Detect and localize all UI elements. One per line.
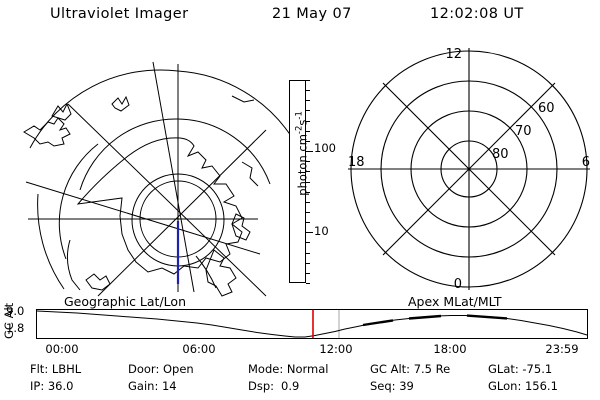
colorbar-axis-title-exp2: -1 <box>294 111 305 120</box>
status-flight-mode-label: Flt: <box>30 362 49 376</box>
status-door-value: Open <box>162 362 194 376</box>
apex-mlt-label-0: 0 <box>454 277 462 292</box>
colorbar-axis-title-mid: s <box>295 119 310 126</box>
strip-x-tick-0600: 06:00 <box>182 342 216 356</box>
strip-x-tick-2359: 23:59 <box>545 342 579 356</box>
status-glon-label: GLon: <box>488 379 522 393</box>
status-gc-alt: GC Alt: 7.5 Re <box>370 362 450 376</box>
strip-y-tick-high: 9.0 <box>6 304 25 318</box>
colorbar-axis-title: photon cm-2s-1 <box>295 83 310 223</box>
status-flight-mode-value: LBHL <box>51 362 82 376</box>
colorbar-axis-title-main: photon cm <box>295 134 310 196</box>
status-door-label: Door: <box>128 362 160 376</box>
geographic-panel-caption: Geographic Lat/Lon <box>64 294 186 309</box>
strip-x-tick-0000: 00:00 <box>45 342 79 356</box>
strip-x-axis-ticks: 00:00 06:00 12:00 18:00 23:59 <box>0 342 600 358</box>
observation-date: 21 May 07 <box>272 6 352 22</box>
status-flight-mode: Flt: LBHL <box>30 362 81 376</box>
status-gc-alt-value: 7.5 Re <box>413 362 451 376</box>
strip-x-tick-1200: 12:00 <box>319 342 353 356</box>
status-seq: Seq: 39 <box>370 379 414 393</box>
status-mode-label: Mode: <box>248 362 284 376</box>
status-ip: IP: 36.0 <box>30 379 73 393</box>
strip-x-tick-1800: 18:00 <box>433 342 467 356</box>
colorbar-ticks <box>306 80 314 284</box>
apex-dial: 12 18 6 0 60 70 80 <box>348 47 590 292</box>
status-glat: GLat: -75.1 <box>488 362 552 376</box>
apex-panel-caption: Apex MLat/MLT <box>408 294 502 309</box>
strip-y-tick-low: 1.8 <box>6 321 25 335</box>
status-mode-value: Normal <box>286 362 329 376</box>
status-ip-value: 36.0 <box>47 379 74 393</box>
status-dsp: Dsp: 0.9 <box>248 379 299 393</box>
status-seq-value: 39 <box>399 379 414 393</box>
status-gc-alt-label: GC Alt: <box>370 362 411 376</box>
status-panel: Flt: LBHL Door: Open Mode: Normal GC Alt… <box>0 362 600 398</box>
apex-mlat-label-60: 60 <box>538 101 555 116</box>
colorbar-tick-label-10: 10 <box>314 224 329 238</box>
status-mode: Mode: Normal <box>248 362 328 376</box>
status-glat-value: -75.1 <box>522 362 553 376</box>
geographic-projection <box>23 61 294 297</box>
status-dsp-label: Dsp: <box>248 379 275 393</box>
apex-mlt-label-12: 12 <box>445 47 462 62</box>
colorbar-tick-label-100: 100 <box>314 141 336 155</box>
colorbar-axis-title-exp1: -2 <box>294 125 305 135</box>
time-cursor <box>312 310 314 338</box>
altitude-time-series-plot[interactable] <box>36 309 588 339</box>
header-bar: Ultraviolet Imager 21 May 07 12:02:08 UT <box>0 6 600 32</box>
status-gain-label: Gain: <box>128 379 159 393</box>
status-glon: GLon: 156.1 <box>488 379 558 393</box>
apex-mlt-label-6: 6 <box>582 155 590 170</box>
status-seq-label: Seq: <box>370 379 396 393</box>
status-gain: Gain: 14 <box>128 379 177 393</box>
status-glon-value: 156.1 <box>524 379 558 393</box>
apex-polar-panel[interactable]: 12 18 6 0 60 70 80 <box>344 44 594 294</box>
apex-mlt-label-18: 18 <box>348 155 365 170</box>
colorbar-gradient <box>289 80 306 283</box>
colorbar[interactable]: 100 10 photon cm-2s-1 <box>286 76 342 288</box>
instrument-title: Ultraviolet Imager <box>50 6 189 22</box>
apex-mlat-label-70: 70 <box>515 124 532 139</box>
altitude-trace <box>36 310 588 338</box>
observation-time: 12:02:08 UT <box>430 6 524 22</box>
status-dsp-value: 0.9 <box>281 379 300 393</box>
status-gain-value: 14 <box>161 379 177 393</box>
status-door: Door: Open <box>128 362 194 376</box>
apex-mlat-label-80: 80 <box>492 147 509 162</box>
status-ip-label: IP: <box>30 379 45 393</box>
geographic-polar-panel[interactable] <box>8 44 294 297</box>
status-glat-label: GLat: <box>488 362 519 376</box>
